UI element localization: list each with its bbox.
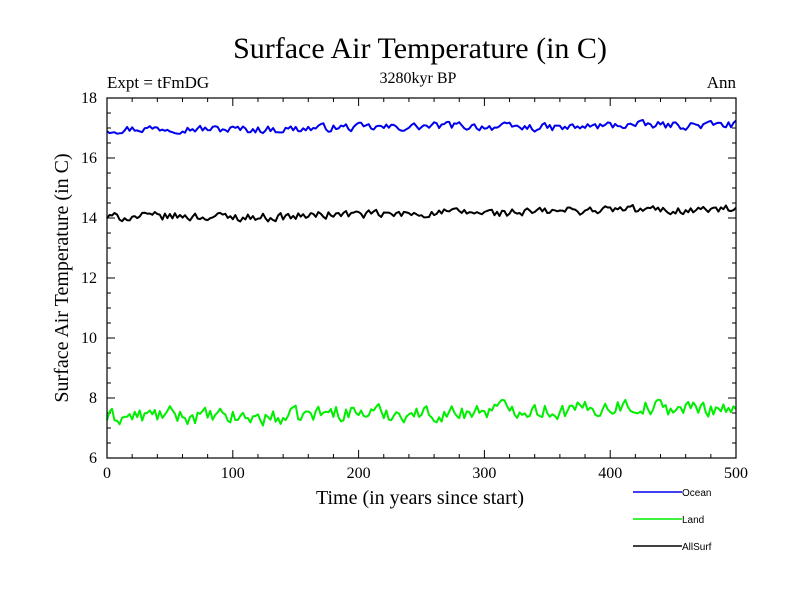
x-axis-label: Time (in years since start) [316,487,524,509]
plot-frame [106,97,737,459]
axis-ticks: 0 100 200 300 400 500 6 8 10 12 14 16 18 [81,90,748,482]
x-tick-label: 400 [598,465,622,482]
experiment-label: Expt = tFmDG [107,73,209,92]
x-tick-label: 500 [724,465,748,482]
legend-label-land: Land [682,515,704,526]
x-tick-label: 100 [221,465,245,482]
y-tick-label: 16 [81,150,97,167]
series-line-land [106,398,737,427]
season-label: Ann [707,73,737,92]
y-tick-label: 18 [81,90,97,107]
y-tick-label: 6 [89,450,97,467]
y-tick-label: 12 [81,270,97,287]
series-layer [106,119,737,427]
x-tick-label: 200 [347,465,371,482]
y-tick-label: 8 [89,390,97,407]
y-tick-label: 10 [81,330,97,347]
y-tick-label: 14 [81,210,97,227]
chart-title: Surface Air Temperature (in C) [233,32,607,65]
legend: Ocean Land AllSurf [633,488,712,553]
chart-subtitle: 3280kyr BP [380,70,457,87]
legend-label-allsurf: AllSurf [682,542,712,553]
y-axis-label: Surface Air Temperature (in C) [51,153,73,402]
series-line-allsurf [106,204,737,223]
x-tick-label: 0 [103,465,111,482]
x-tick-label: 300 [472,465,496,482]
series-line-ocean [106,119,737,135]
legend-label-ocean: Ocean [682,488,711,499]
